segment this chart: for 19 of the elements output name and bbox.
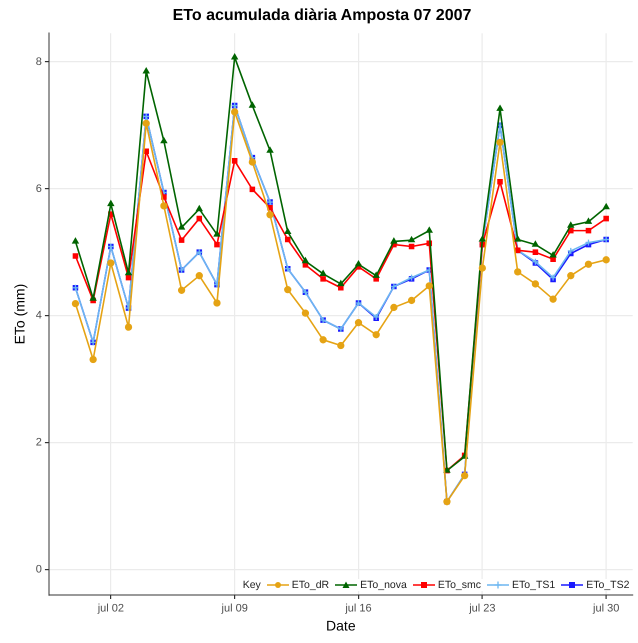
y-tick-label: 2 (36, 436, 42, 449)
x-axis-title: Date (326, 617, 356, 634)
x-tick-label: jul 09 (220, 602, 248, 615)
y-axis-title: ETo (mm) (11, 284, 28, 344)
legend-label: ETo_smc (438, 579, 482, 591)
legend-label: ETo_TS1 (512, 579, 556, 591)
y-tick-label: 4 (36, 310, 42, 322)
legend-label: ETo_dR (292, 579, 330, 591)
x-tick-label: jul 02 (96, 602, 124, 615)
x-tick-label: jul 23 (468, 602, 496, 615)
chart-title: ETo acumulada diària Amposta 07 2007 (172, 7, 472, 24)
x-tick-label: jul 16 (344, 602, 372, 615)
y-tick-label: 8 (36, 56, 42, 68)
x-tick-label: jul 30 (592, 602, 620, 615)
legend-label: ETo_TS2 (586, 579, 630, 591)
legend-title: Key (242, 579, 261, 591)
y-tick-label: 0 (36, 564, 42, 576)
y-tick-label: 6 (36, 182, 42, 195)
legend-label: ETo_nova (360, 579, 407, 591)
